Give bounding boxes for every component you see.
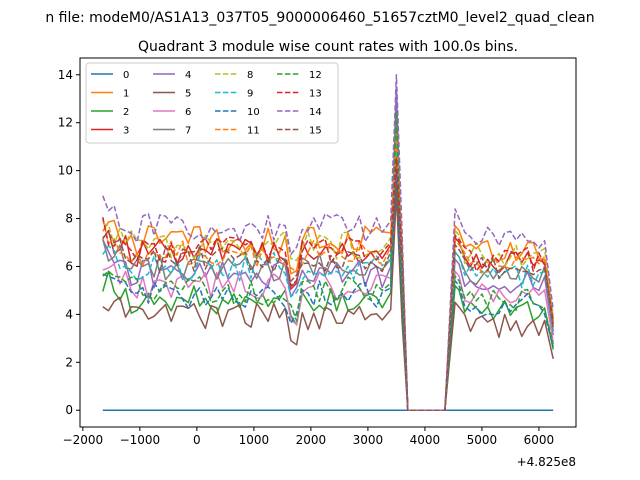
series-line-9 — [102, 145, 554, 411]
legend-label-15: 15 — [309, 126, 322, 137]
x-tick-label: 4000 — [410, 433, 441, 447]
series-line-1 — [102, 145, 554, 411]
axis-ticks: −2000 −1000 0 1000 2000 3000 4000 5000 6000 0 2 4 6 8… — [58, 68, 554, 447]
figure-suptitle: n file: modeM0/AS1A13_037T05_9000006460_… — [45, 10, 594, 26]
legend-box — [85, 62, 339, 144]
x-tick-label: 1000 — [239, 433, 270, 447]
legend-label-9: 9 — [247, 89, 253, 100]
y-tick-label: 8 — [65, 212, 73, 226]
y-tick-label: 6 — [65, 259, 73, 273]
axes-frame — [79, 57, 577, 428]
legend-label-6: 6 — [185, 107, 191, 118]
legend-label-11: 11 — [247, 126, 260, 137]
y-tick-label: 4 — [65, 307, 73, 321]
legend-label-13: 13 — [309, 89, 322, 100]
legend-label-12: 12 — [309, 70, 322, 81]
legend-label-5: 5 — [185, 89, 191, 100]
x-tick-label: −1000 — [120, 433, 161, 447]
y-tick-label: 2 — [65, 355, 73, 369]
y-tick-label: 10 — [58, 164, 73, 178]
y-tick-label: 12 — [58, 116, 73, 130]
x-axis-offset-label: +4.825e8 — [517, 455, 576, 469]
series-line-10 — [102, 169, 554, 411]
legend-label-7: 7 — [185, 126, 191, 137]
series-line-14 — [102, 74, 554, 411]
series-line-3 — [102, 121, 554, 411]
series-line-8 — [102, 133, 554, 411]
x-tick-label: 2000 — [296, 433, 327, 447]
y-tick-label: 0 — [65, 403, 73, 417]
x-tick-label: 6000 — [524, 433, 555, 447]
series-line-4 — [102, 86, 554, 411]
x-tick-label: 5000 — [467, 433, 498, 447]
series-line-15 — [102, 181, 554, 411]
legend-label-2: 2 — [123, 107, 129, 118]
x-tick-label: 3000 — [353, 433, 384, 447]
series-line-13 — [102, 157, 554, 411]
series-line-11 — [102, 133, 554, 411]
legend-label-4: 4 — [185, 70, 191, 81]
legend-label-0: 0 — [123, 70, 129, 81]
legend-label-3: 3 — [123, 126, 129, 137]
legend-label-14: 14 — [309, 107, 322, 118]
series-line-2 — [102, 181, 554, 411]
legend-label-8: 8 — [247, 70, 253, 81]
legend-label-1: 1 — [123, 89, 129, 100]
chart-title: Quadrant 3 module wise count rates with … — [138, 39, 518, 55]
x-tick-label: 0 — [193, 433, 201, 447]
series-line-12 — [102, 109, 554, 411]
y-tick-label: 14 — [58, 68, 73, 82]
plot-series-group — [102, 74, 554, 411]
legend-label-10: 10 — [247, 107, 260, 118]
x-tick-label: −2000 — [63, 433, 104, 447]
series-line-6 — [102, 157, 554, 411]
